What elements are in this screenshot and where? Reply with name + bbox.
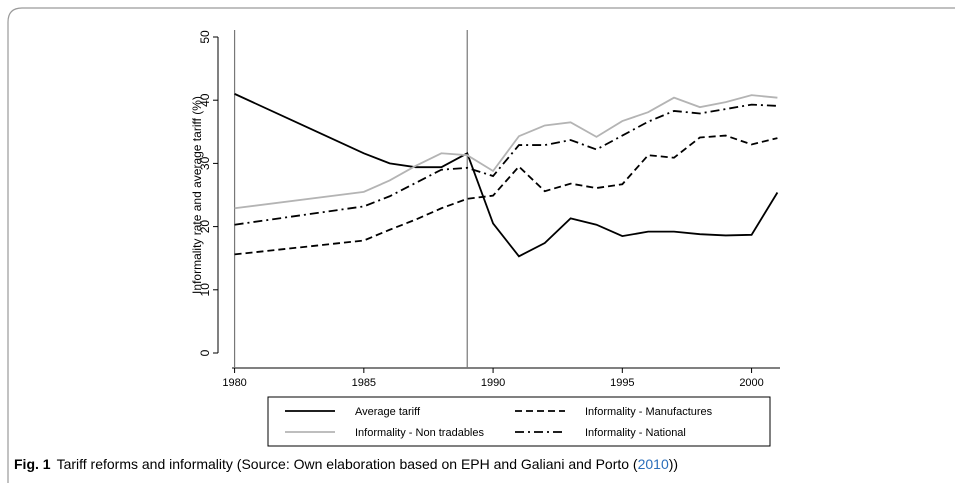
x-tick-label: 1980 [222,377,246,389]
y-tick-label: 40 [198,93,212,107]
caption-end: )) [669,456,678,472]
caption-text: Tariff reforms and informality (Source: … [57,456,638,472]
series-line [234,94,778,210]
y-tick-label: 50 [198,30,212,44]
x-tick-label: 2000 [739,377,763,389]
caption: Fig. 1 Tariff reforms and informality (So… [14,456,678,472]
x-tick-label: 1995 [610,377,634,389]
legend-label: Informality - Non tradables [355,427,484,439]
series-line [234,134,778,256]
legend-label: Informality - Manufactures [585,406,713,418]
caption-label: Fig. 1 [14,456,51,472]
legend-label: Informality - National [585,427,686,439]
caption-cite[interactable]: 2010 [638,456,669,472]
series-line [234,103,778,226]
y-axis-label: Informality rate and average tariff (%) [190,96,204,294]
figure-frame [7,7,955,483]
y-tick-label: 0 [198,349,212,356]
series-line [234,93,779,258]
y-tick-label: 20 [198,220,212,234]
x-tick-label: 1990 [481,377,505,389]
legend-label: Average tariff [355,406,421,418]
x-tick-label: 1985 [352,377,376,389]
legend-frame [267,396,771,447]
y-tick-label: 30 [198,156,212,170]
y-tick-label: 10 [198,283,212,297]
